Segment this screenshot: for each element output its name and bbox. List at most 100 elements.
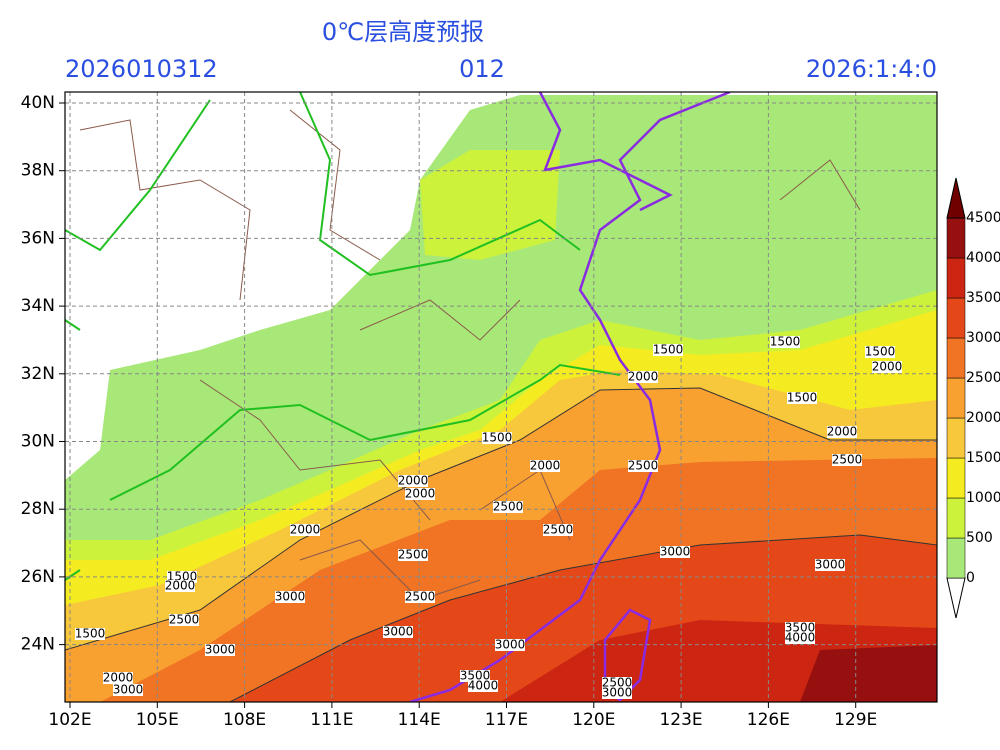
contour-label: 2500 <box>405 590 436 604</box>
contour-label: 2000 <box>628 370 659 384</box>
colorbar-label: 2500 <box>966 370 1000 386</box>
contour-label: 2000 <box>405 487 436 501</box>
x-tick-label: 117E <box>485 710 528 730</box>
contour-label: 3000 <box>495 638 526 652</box>
contour-label: 2000 <box>872 360 903 374</box>
contour-label: 2500 <box>832 453 863 467</box>
contour-label-bg <box>602 677 632 689</box>
contour-label-bg <box>602 687 632 699</box>
valid-time: 2026:1:4:0 <box>806 55 937 83</box>
contour-label-bg <box>495 639 525 651</box>
contour-label: 2500 <box>493 500 524 514</box>
contour-label-bg <box>383 626 413 638</box>
colorbar-segment <box>946 337 966 379</box>
contour-label-bg <box>827 426 857 438</box>
forecast-hour: 012 <box>459 55 505 83</box>
contour-label-bg <box>653 344 683 356</box>
x-tick-label: 102E <box>48 710 91 730</box>
colorbar-segment <box>946 297 966 339</box>
colorbar: 0 500 1000 1500 2000 2500 3000 3500 4000 4500 <box>946 177 1000 619</box>
colorbar-label: 2000 <box>966 410 1000 426</box>
contour-label: 2000 <box>398 474 429 488</box>
contour-label-bg <box>468 680 498 692</box>
y-tick-label: 40N <box>21 93 55 113</box>
contour-label-bg <box>169 614 199 626</box>
contour-label: 3500 <box>785 621 816 635</box>
contour-label: 3000 <box>275 590 306 604</box>
colorbar-segment <box>946 257 966 299</box>
contour-label-bg <box>398 475 428 487</box>
contour-label: 2500 <box>398 548 429 562</box>
contour-label: 2500 <box>543 523 574 537</box>
contour-label-bg <box>530 460 560 472</box>
colorbar-label: 1500 <box>966 450 1000 466</box>
contour-label: 3000 <box>383 625 414 639</box>
title: 0℃层高度预报 <box>322 18 484 46</box>
contour-label: 3000 <box>602 686 633 700</box>
contour-label: 2500 <box>169 613 200 627</box>
contour-label: 1500 <box>482 431 513 445</box>
colorbar-segment <box>946 377 966 419</box>
contour-label: 1500 <box>75 627 106 641</box>
colorbar-label: 1000 <box>966 490 1000 506</box>
contour-label-bg <box>75 628 105 640</box>
colorbar-label: 500 <box>966 530 993 546</box>
y-tick-label: 32N <box>21 364 55 384</box>
colorbar-segment <box>946 497 966 539</box>
contour-label: 1500 <box>787 391 818 405</box>
contour-label-bg <box>275 591 305 603</box>
contour-label-bg <box>493 501 523 513</box>
init-time: 2026010312 <box>65 55 218 83</box>
y-tick-label: 36N <box>21 228 55 248</box>
colorbar-label: 4500 <box>966 210 1000 226</box>
contour-label: 2500 <box>602 676 633 690</box>
contour-label-bg <box>543 524 573 536</box>
contour-label-bg <box>398 549 428 561</box>
contour-label-bg <box>113 684 143 696</box>
y-tick-label: 30N <box>21 432 55 452</box>
x-tick-label: 129E <box>834 710 877 730</box>
colorbar-segment <box>946 537 966 579</box>
contour-label-bg <box>815 559 845 571</box>
contour-label: 2000 <box>290 523 321 537</box>
x-tick-label: 105E <box>136 710 179 730</box>
x-tick-label: 123E <box>659 710 702 730</box>
y-tick-label: 34N <box>21 296 55 316</box>
colorbar-label: 3500 <box>966 290 1000 306</box>
contour-label-bg <box>865 346 895 358</box>
contour-label-bg <box>165 580 195 592</box>
contour-label-bg <box>482 432 512 444</box>
contour-label: 3500 <box>460 669 491 683</box>
x-tick-label: 120E <box>572 710 615 730</box>
contour-label: 2500 <box>628 459 659 473</box>
contour-label: 2000 <box>827 425 858 439</box>
y-tick-label: 26N <box>21 567 55 587</box>
contour-label-bg <box>770 336 800 348</box>
contour-label-bg <box>660 546 690 558</box>
fill-4000-4500 <box>800 645 937 702</box>
colorbar-label: 3000 <box>966 330 1000 346</box>
contour-label: 4000 <box>468 679 499 693</box>
contour-label: 2000 <box>165 579 196 593</box>
contour-label-bg <box>832 454 862 466</box>
contour-label-bg <box>103 672 133 684</box>
colorbar-label: 0 <box>966 570 975 586</box>
contour-label-bg <box>405 591 435 603</box>
y-tick-label: 38N <box>21 161 55 181</box>
contour-label-bg <box>628 460 658 472</box>
contour-label-bg <box>872 361 902 373</box>
contour-label-bg <box>628 371 658 383</box>
contour-label-bg <box>405 488 435 500</box>
contour-label: 1500 <box>653 343 684 357</box>
colorbar-label: 4000 <box>966 250 1000 266</box>
y-tick-label: 28N <box>21 499 55 519</box>
contour-label: 3000 <box>660 545 691 559</box>
contour-label: 4000 <box>785 631 816 645</box>
contour-label: 1500 <box>770 335 801 349</box>
colorbar-bottom-arrow <box>946 577 966 619</box>
contour-label-bg <box>460 670 490 682</box>
contour-line <box>65 387 937 702</box>
contour-label: 3000 <box>113 683 144 697</box>
contour-label-bg <box>787 392 817 404</box>
